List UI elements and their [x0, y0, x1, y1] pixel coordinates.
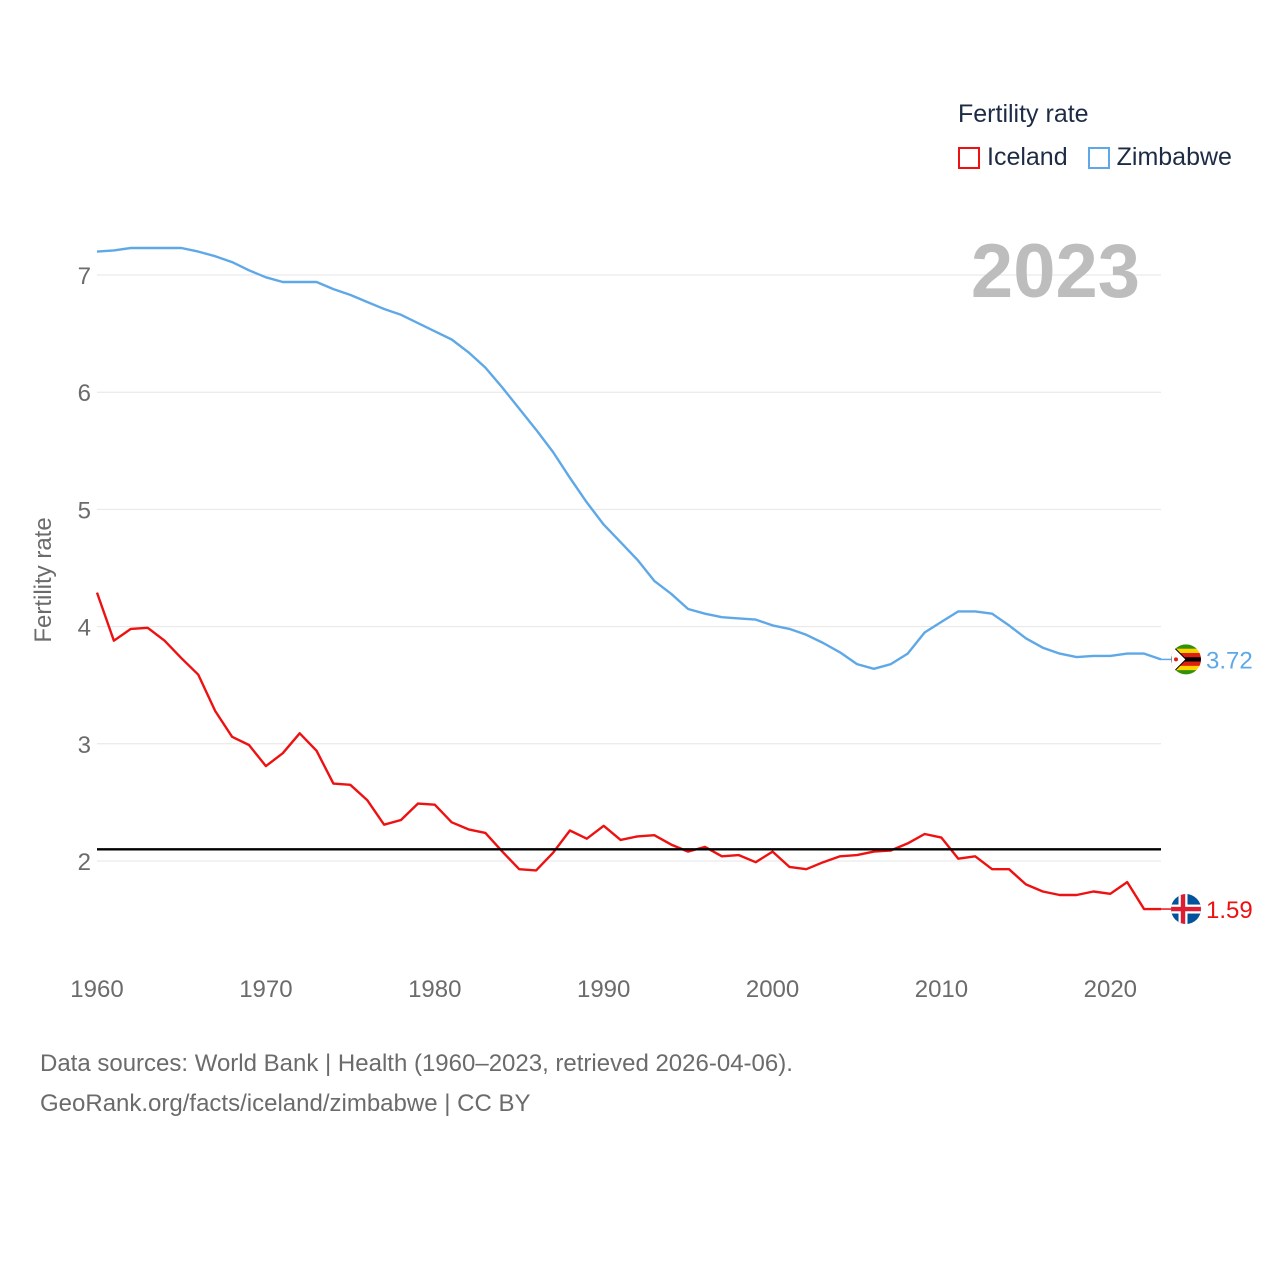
flag-zimbabwe-stripe-4 — [1171, 661, 1201, 667]
end-value-label-zimbabwe: 3.72 — [1206, 647, 1253, 674]
flag-zimbabwe-stripe-0 — [1171, 644, 1201, 650]
current-year-label: 2023 — [970, 229, 1140, 314]
source-url-text: GeoRank.org/facts/iceland/zimbabwe | CC … — [40, 1090, 531, 1117]
flag-zimbabwe-stripe-6 — [1171, 670, 1201, 675]
legend: Iceland Zimbabwe — [958, 143, 1252, 172]
flag-iceland-cross-h-red — [1171, 906, 1201, 912]
y-axis-ticks: 2 3 4 5 6 7 — [78, 263, 91, 876]
x-tick-label-2010: 2010 — [915, 976, 968, 1003]
y-gridlines — [97, 274, 1161, 862]
flag-zimbabwe-stripe-1 — [1171, 648, 1201, 654]
y-tick-label-5: 5 — [78, 497, 91, 524]
end-value-label-iceland: 1.59 — [1206, 897, 1253, 924]
y-tick-label-4: 4 — [78, 615, 91, 642]
legend-item-iceland[interactable]: Iceland — [958, 143, 1068, 172]
end-markers: 1.59 3.72 — [1161, 644, 1253, 925]
series-lines — [95, 246, 1162, 911]
flag-zimbabwe-stripe-5 — [1171, 665, 1201, 671]
flag-zimbabwe-triangle — [1171, 644, 1187, 675]
x-tick-label-2020: 2020 — [1084, 976, 1137, 1003]
legend-item-zimbabwe[interactable]: Zimbabwe — [1087, 143, 1232, 172]
y-tick-label-3: 3 — [78, 732, 91, 759]
legend-title: Fertility rate — [958, 100, 1089, 128]
flag-icon-iceland — [1171, 894, 1201, 925]
footer: Data sources: World Bank | Health (1960–… — [40, 1044, 793, 1124]
y-tick-label-6: 6 — [78, 380, 91, 407]
flag-icon-zimbabwe — [1171, 644, 1201, 675]
legend-swatch-zimbabwe — [1087, 146, 1110, 169]
legend-label-zimbabwe: Zimbabwe — [1116, 143, 1232, 171]
x-tick-label-1970: 1970 — [239, 976, 292, 1003]
series-line-iceland — [95, 592, 1161, 911]
legend-label-iceland: Iceland — [987, 143, 1068, 171]
y-tick-label-7: 7 — [78, 263, 91, 290]
y-axis-label: Fertility rate — [30, 517, 57, 642]
flag-iceland-cross-v-red — [1180, 894, 1186, 925]
x-tick-label-1980: 1980 — [408, 976, 461, 1003]
flag-zimbabwe-stripe-2 — [1171, 652, 1201, 658]
data-sources-text: Data sources: World Bank | Health (1960–… — [40, 1050, 793, 1077]
y-tick-label-2: 2 — [78, 849, 91, 876]
x-tick-label-2000: 2000 — [746, 976, 799, 1003]
x-tick-label-1990: 1990 — [577, 976, 630, 1003]
series-line-zimbabwe — [96, 246, 1162, 670]
flag-zimbabwe-star — [1174, 657, 1178, 662]
x-tick-label-1960: 1960 — [70, 976, 123, 1003]
legend-swatch-iceland — [958, 146, 980, 169]
fertility-line-chart: 2 3 4 5 6 7 1960 1970 1980 1990 2000 2010 2020 Fert… — [30, 246, 1253, 1003]
x-axis-ticks: 1960 1970 1980 1990 2000 2010 2020 — [70, 976, 1137, 1003]
